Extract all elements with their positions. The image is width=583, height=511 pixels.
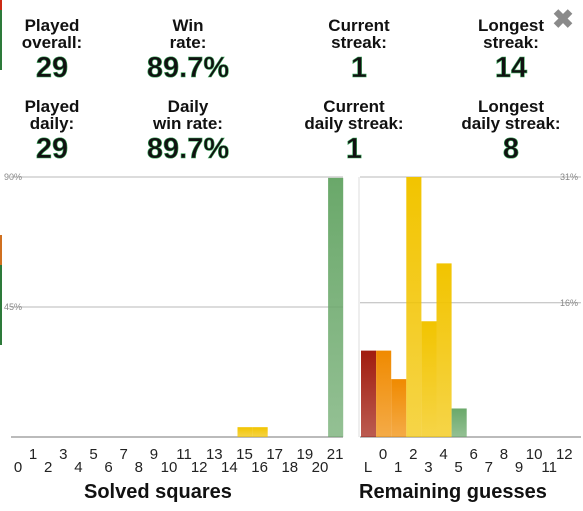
stat-value: 1 [345,133,363,166]
stat-value: 29 [35,133,69,166]
remaining-guesses-tick-label: 2 [409,446,417,463]
solved-squares-bar [237,427,253,437]
stat-longest-daily-streak: Longest daily streak: 8 [441,98,581,165]
stat-label: Win rate: [169,16,207,52]
stat-played-overall: Played overall: 29 [0,17,122,84]
stat-value: 89.7% [146,52,230,85]
solved-squares-axis-title: Solved squares [84,481,232,503]
stat-daily-win-rate: Daily win rate: 89.7% [118,98,258,165]
solved-squares-gridline-label: 45% [4,302,22,312]
solved-squares-tick-label: 13 [206,446,223,463]
remaining-guesses-bar [361,350,377,437]
solved-squares-tick-label: 2 [44,459,52,476]
stat-value: 8 [502,133,520,166]
solved-squares-tick-label: 11 [176,446,192,463]
solved-squares-tick-label: 4 [74,459,82,476]
close-icon: ✖ [552,4,574,34]
stat-label: Played overall: [21,16,83,52]
stat-played-daily: Played daily: 29 [0,98,122,165]
remaining-guesses-axis-title: Remaining guesses [359,481,547,503]
solved-squares-tick-label: 1 [29,446,37,463]
stat-label: Daily win rate: [153,97,223,133]
remaining-guesses-gridline-label: 31% [560,172,578,182]
stat-label: Longest daily streak: [461,97,561,133]
remaining-guesses-tick-label: 4 [439,446,447,463]
remaining-guesses-bar [391,379,407,437]
remaining-guesses-tick-label: 3 [424,459,432,476]
solved-squares-tick-label: 15 [236,446,253,463]
stat-win-rate: Win rate: 89.7% [118,17,258,84]
stat-label: Played daily: [24,97,80,133]
remaining-guesses-tick-label: 8 [500,446,508,463]
remaining-guesses-gridline-label: 16% [560,298,578,308]
stat-longest-streak: Longest streak: 14 [441,17,581,84]
solved-squares-tick-label: 5 [89,446,97,463]
solved-squares-tick-label: 17 [266,446,283,463]
solved-squares-bar [252,427,268,437]
remaining-guesses-tick-label: 5 [454,459,462,476]
solved-squares-bar [328,177,344,437]
stat-value: 89.7% [146,133,230,166]
stat-current-streak: Current streak: 1 [289,17,429,84]
solved-squares-tick-label: 14 [221,459,238,476]
stat-value: 1 [350,52,368,85]
solved-squares-tick-label: 16 [251,459,268,476]
remaining-guesses-tick-label: 6 [470,446,478,463]
remaining-guesses-tick-label: L [364,459,372,476]
stat-current-daily-streak: Current daily streak: 1 [284,98,424,165]
solved-squares-tick-label: 18 [281,459,298,476]
solved-squares-tick-label: 6 [104,459,112,476]
stat-value: 14 [494,52,528,85]
solved-squares-gridline-label: 90% [4,172,22,182]
left-edge-strip [0,0,2,511]
solved-squares-tick-label: 20 [312,459,329,476]
remaining-guesses-tick-label: 10 [526,446,543,463]
remaining-guesses-tick-label: 7 [485,459,493,476]
solved-squares-tick-label: 12 [191,459,208,476]
remaining-guesses-tick-label: 11 [541,459,557,476]
remaining-guesses-bar [421,321,437,437]
solved-squares-tick-label: 21 [327,446,344,463]
remaining-guesses-bar [451,408,467,437]
solved-squares-tick-label: 3 [59,446,67,463]
stat-label: Current daily streak: [304,97,404,133]
remaining-guesses-tick-label: 12 [556,446,573,463]
solved-squares-tick-label: 10 [161,459,178,476]
remaining-guesses-bar [406,177,422,437]
solved-squares-tick-label: 8 [135,459,143,476]
solved-squares-tick-label: 19 [297,446,314,463]
remaining-guesses-tick-label: 0 [379,446,387,463]
close-button[interactable]: ✖ [550,6,576,32]
remaining-guesses-tick-label: 9 [515,459,523,476]
stat-label: Current streak: [328,16,390,52]
solved-squares-tick-label: 9 [150,446,158,463]
stat-value: 29 [35,52,69,85]
remaining-guesses-bar [376,350,392,437]
solved-squares-tick-label: 0 [14,459,22,476]
remaining-guesses-tick-label: 1 [394,459,402,476]
remaining-guesses-bar [436,263,452,437]
solved-squares-tick-label: 7 [120,446,128,463]
stat-label: Longest streak: [477,16,545,52]
